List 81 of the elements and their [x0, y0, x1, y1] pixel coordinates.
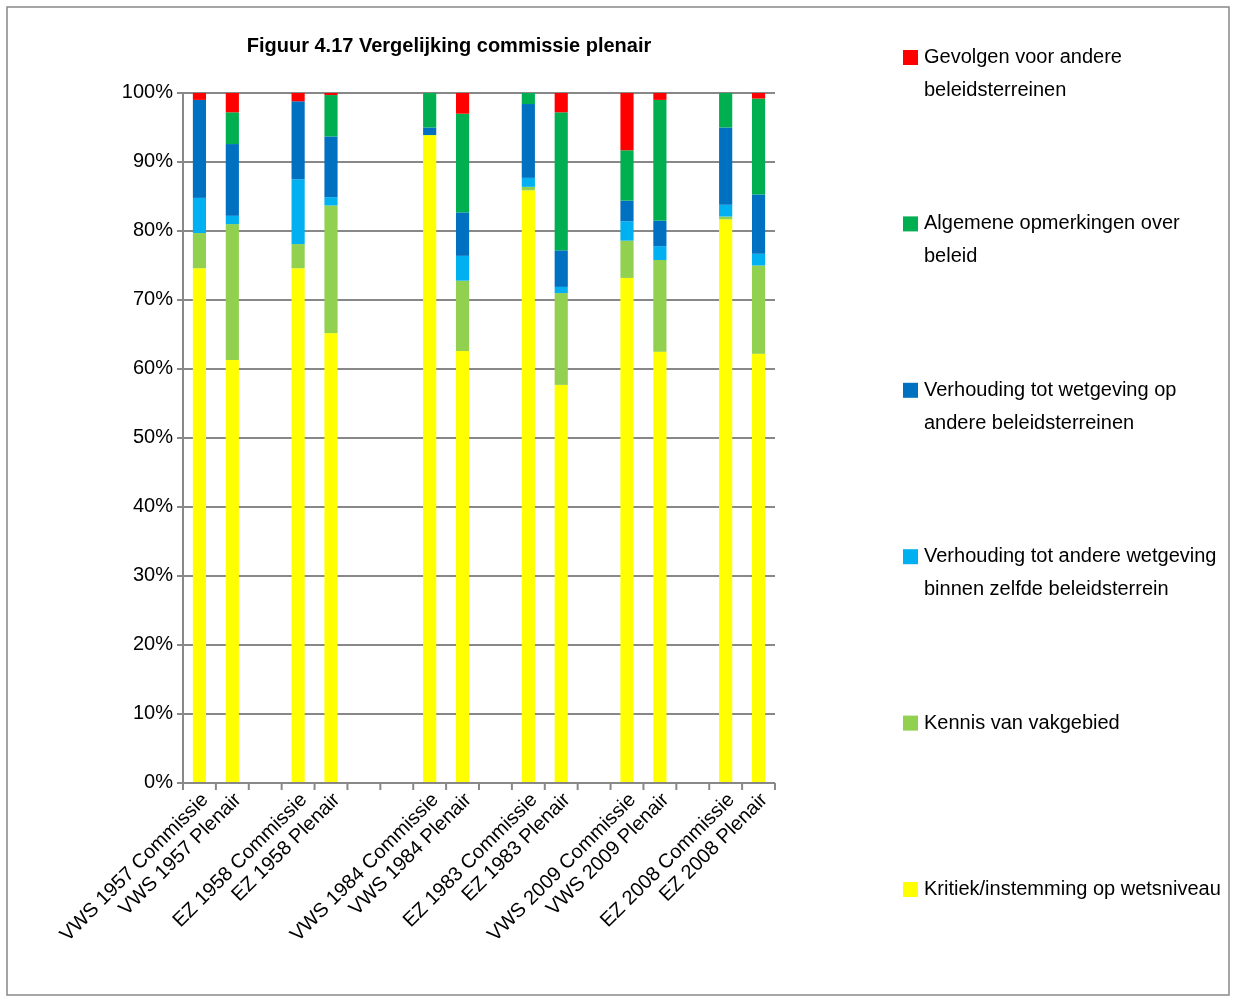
bar — [521, 104, 535, 178]
y-tick-label: 60% — [132, 356, 174, 379]
y-tick-label: 10% — [132, 701, 174, 724]
y-tick-label: 20% — [132, 632, 174, 655]
bar — [455, 212, 470, 256]
bar — [423, 135, 437, 783]
chart-title: Figuur 4.17 Vergelijking commissie plenair — [246, 34, 652, 57]
legend-label: Algemene opmerkingen over beleid — [924, 211, 1181, 267]
bar — [455, 93, 470, 114]
bar — [653, 246, 667, 260]
legend-label: Kennis van vakgebied — [924, 710, 1120, 733]
bar — [554, 93, 568, 113]
bar — [291, 268, 305, 783]
bar — [719, 127, 733, 205]
bar — [620, 93, 634, 151]
bar — [423, 93, 437, 128]
bar — [719, 219, 733, 783]
bar — [653, 220, 667, 247]
y-tick-label: 80% — [132, 218, 174, 241]
bar — [620, 150, 634, 201]
bar — [455, 351, 470, 783]
y-tick-label: 30% — [132, 563, 174, 586]
bar — [291, 179, 305, 245]
legend-label: Gevolgen voor andere beleidsterreinen — [924, 45, 1122, 101]
bar — [455, 255, 470, 281]
bar — [324, 93, 338, 96]
bar — [719, 204, 733, 217]
bar — [291, 93, 305, 102]
bar — [324, 197, 338, 206]
bar — [225, 112, 239, 145]
bar — [521, 177, 535, 187]
bar — [751, 265, 766, 354]
bar — [324, 333, 338, 783]
bar — [751, 98, 766, 195]
bar — [620, 200, 634, 222]
bar — [324, 95, 338, 137]
bar — [291, 101, 305, 180]
bar — [751, 93, 766, 99]
bar — [751, 253, 766, 266]
bar — [225, 93, 239, 113]
legend-label: Kritiek/instemming op wetsniveau — [924, 877, 1221, 900]
bar — [620, 221, 634, 241]
bar — [455, 280, 470, 352]
bar — [653, 99, 667, 221]
bar — [192, 99, 207, 198]
bar — [554, 112, 568, 251]
bar — [554, 293, 568, 385]
y-tick-label: 50% — [132, 425, 174, 448]
y-tick-label: 90% — [132, 149, 174, 172]
bar — [653, 93, 667, 100]
bar — [719, 93, 733, 128]
bar — [521, 190, 535, 783]
bar — [225, 224, 239, 361]
bar — [751, 194, 766, 254]
bar — [423, 127, 437, 136]
bar — [554, 286, 568, 294]
bar — [751, 353, 766, 783]
y-tick-label: 100% — [121, 80, 174, 103]
bar — [455, 113, 470, 213]
bar — [192, 197, 207, 234]
legend-label: Verhouding tot andere wetgeving binnen zelfde beleidsterrein — [924, 544, 1217, 600]
bar — [554, 384, 568, 783]
bar — [324, 205, 338, 334]
bar — [225, 215, 239, 225]
bar — [620, 240, 634, 278]
bar — [291, 244, 305, 269]
y-tick-label: 40% — [132, 494, 174, 517]
bar — [225, 360, 239, 783]
bar — [324, 136, 338, 198]
y-tick-label: 0% — [144, 770, 174, 793]
bar — [192, 233, 207, 269]
bar — [653, 259, 667, 352]
bar — [620, 277, 634, 783]
bar — [225, 144, 239, 216]
bar — [192, 268, 207, 783]
bar — [653, 351, 667, 783]
y-tick-label: 70% — [132, 287, 174, 310]
bar — [192, 93, 207, 100]
legend-label: Verhouding tot wetgeving op andere beleidsterreinen — [924, 378, 1177, 434]
bar — [521, 93, 535, 105]
bar — [554, 250, 568, 287]
